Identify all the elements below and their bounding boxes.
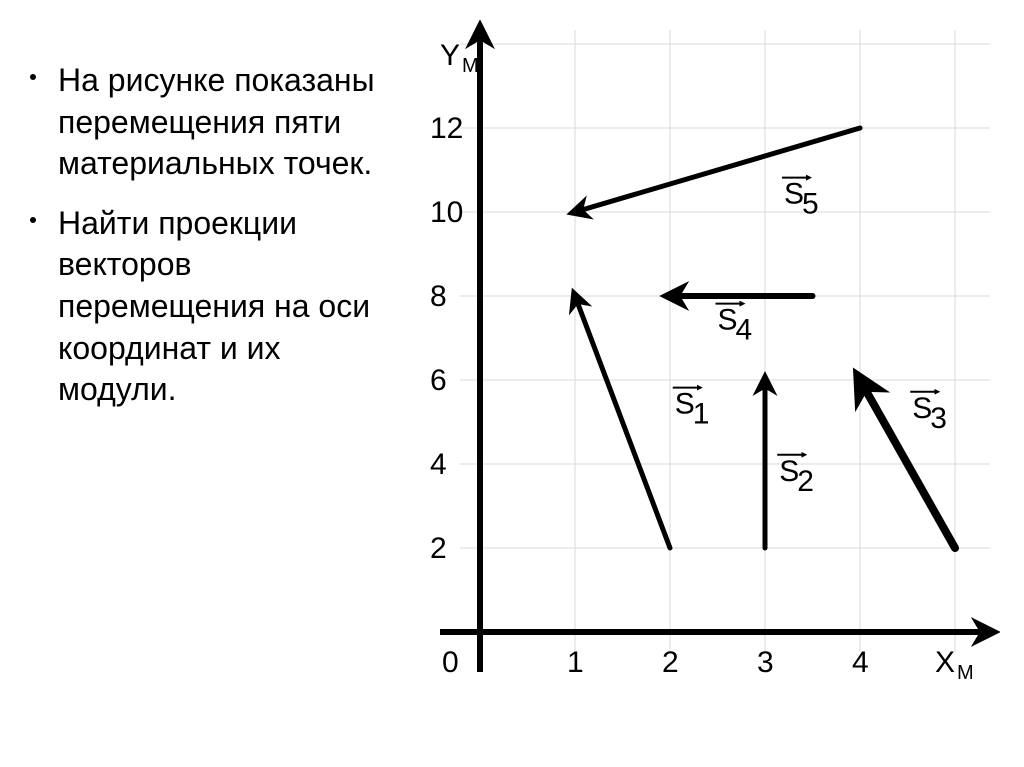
svg-text:S: S (718, 304, 738, 337)
x-tick-label: 3 (757, 646, 774, 679)
y-tick-label: 2 (430, 532, 447, 565)
bullet-item: Найти проекции векторов перемещения на о… (30, 203, 390, 411)
svg-text:5: 5 (802, 188, 819, 221)
svg-text:1: 1 (693, 398, 710, 431)
page: На рисунке показаны перемещения пяти мат… (0, 0, 1024, 767)
svg-text:3: 3 (930, 402, 947, 435)
y-axis-label: Y (440, 39, 460, 72)
vector-label-s2: S2 (777, 455, 814, 498)
origin-label: 0 (442, 646, 459, 679)
svg-text:4: 4 (736, 314, 753, 347)
x-tick-label: 1 (567, 646, 584, 679)
y-tick-label: 4 (430, 448, 447, 481)
x-tick-label: 4 (852, 646, 869, 679)
vector-label-s5: S5 (782, 178, 819, 221)
bullet-icon (30, 74, 36, 80)
y-tick-label: 10 (430, 196, 463, 229)
chart-svg: YМXМ0123424681012S1S2S3S4S5 (400, 20, 1000, 700)
vector-label-s3: S3 (910, 392, 947, 435)
bullet-item: На рисунке показаны перемещения пяти мат… (30, 60, 390, 185)
y-axis-sub: М (462, 55, 479, 77)
svg-text:2: 2 (797, 465, 814, 498)
x-axis-label: X (935, 646, 955, 679)
bullet-icon (30, 217, 36, 223)
bullet-text: На рисунке показаны перемещения пяти мат… (58, 62, 375, 181)
bullet-text: Найти проекции векторов перемещения на о… (58, 205, 370, 407)
svg-text:S: S (675, 388, 695, 421)
svg-text:S: S (779, 455, 799, 488)
svg-text:S: S (912, 392, 932, 425)
vector-label-s1: S1 (673, 388, 710, 431)
y-tick-label: 12 (430, 112, 463, 145)
y-tick-label: 8 (430, 280, 447, 313)
x-axis-sub: М (957, 662, 974, 684)
vector-s1 (575, 296, 670, 548)
x-tick-label: 2 (662, 646, 679, 679)
problem-text: На рисунке показаны перемещения пяти мат… (30, 60, 390, 429)
vector-chart: YМXМ0123424681012S1S2S3S4S5 (400, 20, 1000, 700)
y-tick-label: 6 (430, 364, 447, 397)
svg-text:S: S (784, 178, 804, 211)
vector-label-s4: S4 (716, 304, 753, 347)
